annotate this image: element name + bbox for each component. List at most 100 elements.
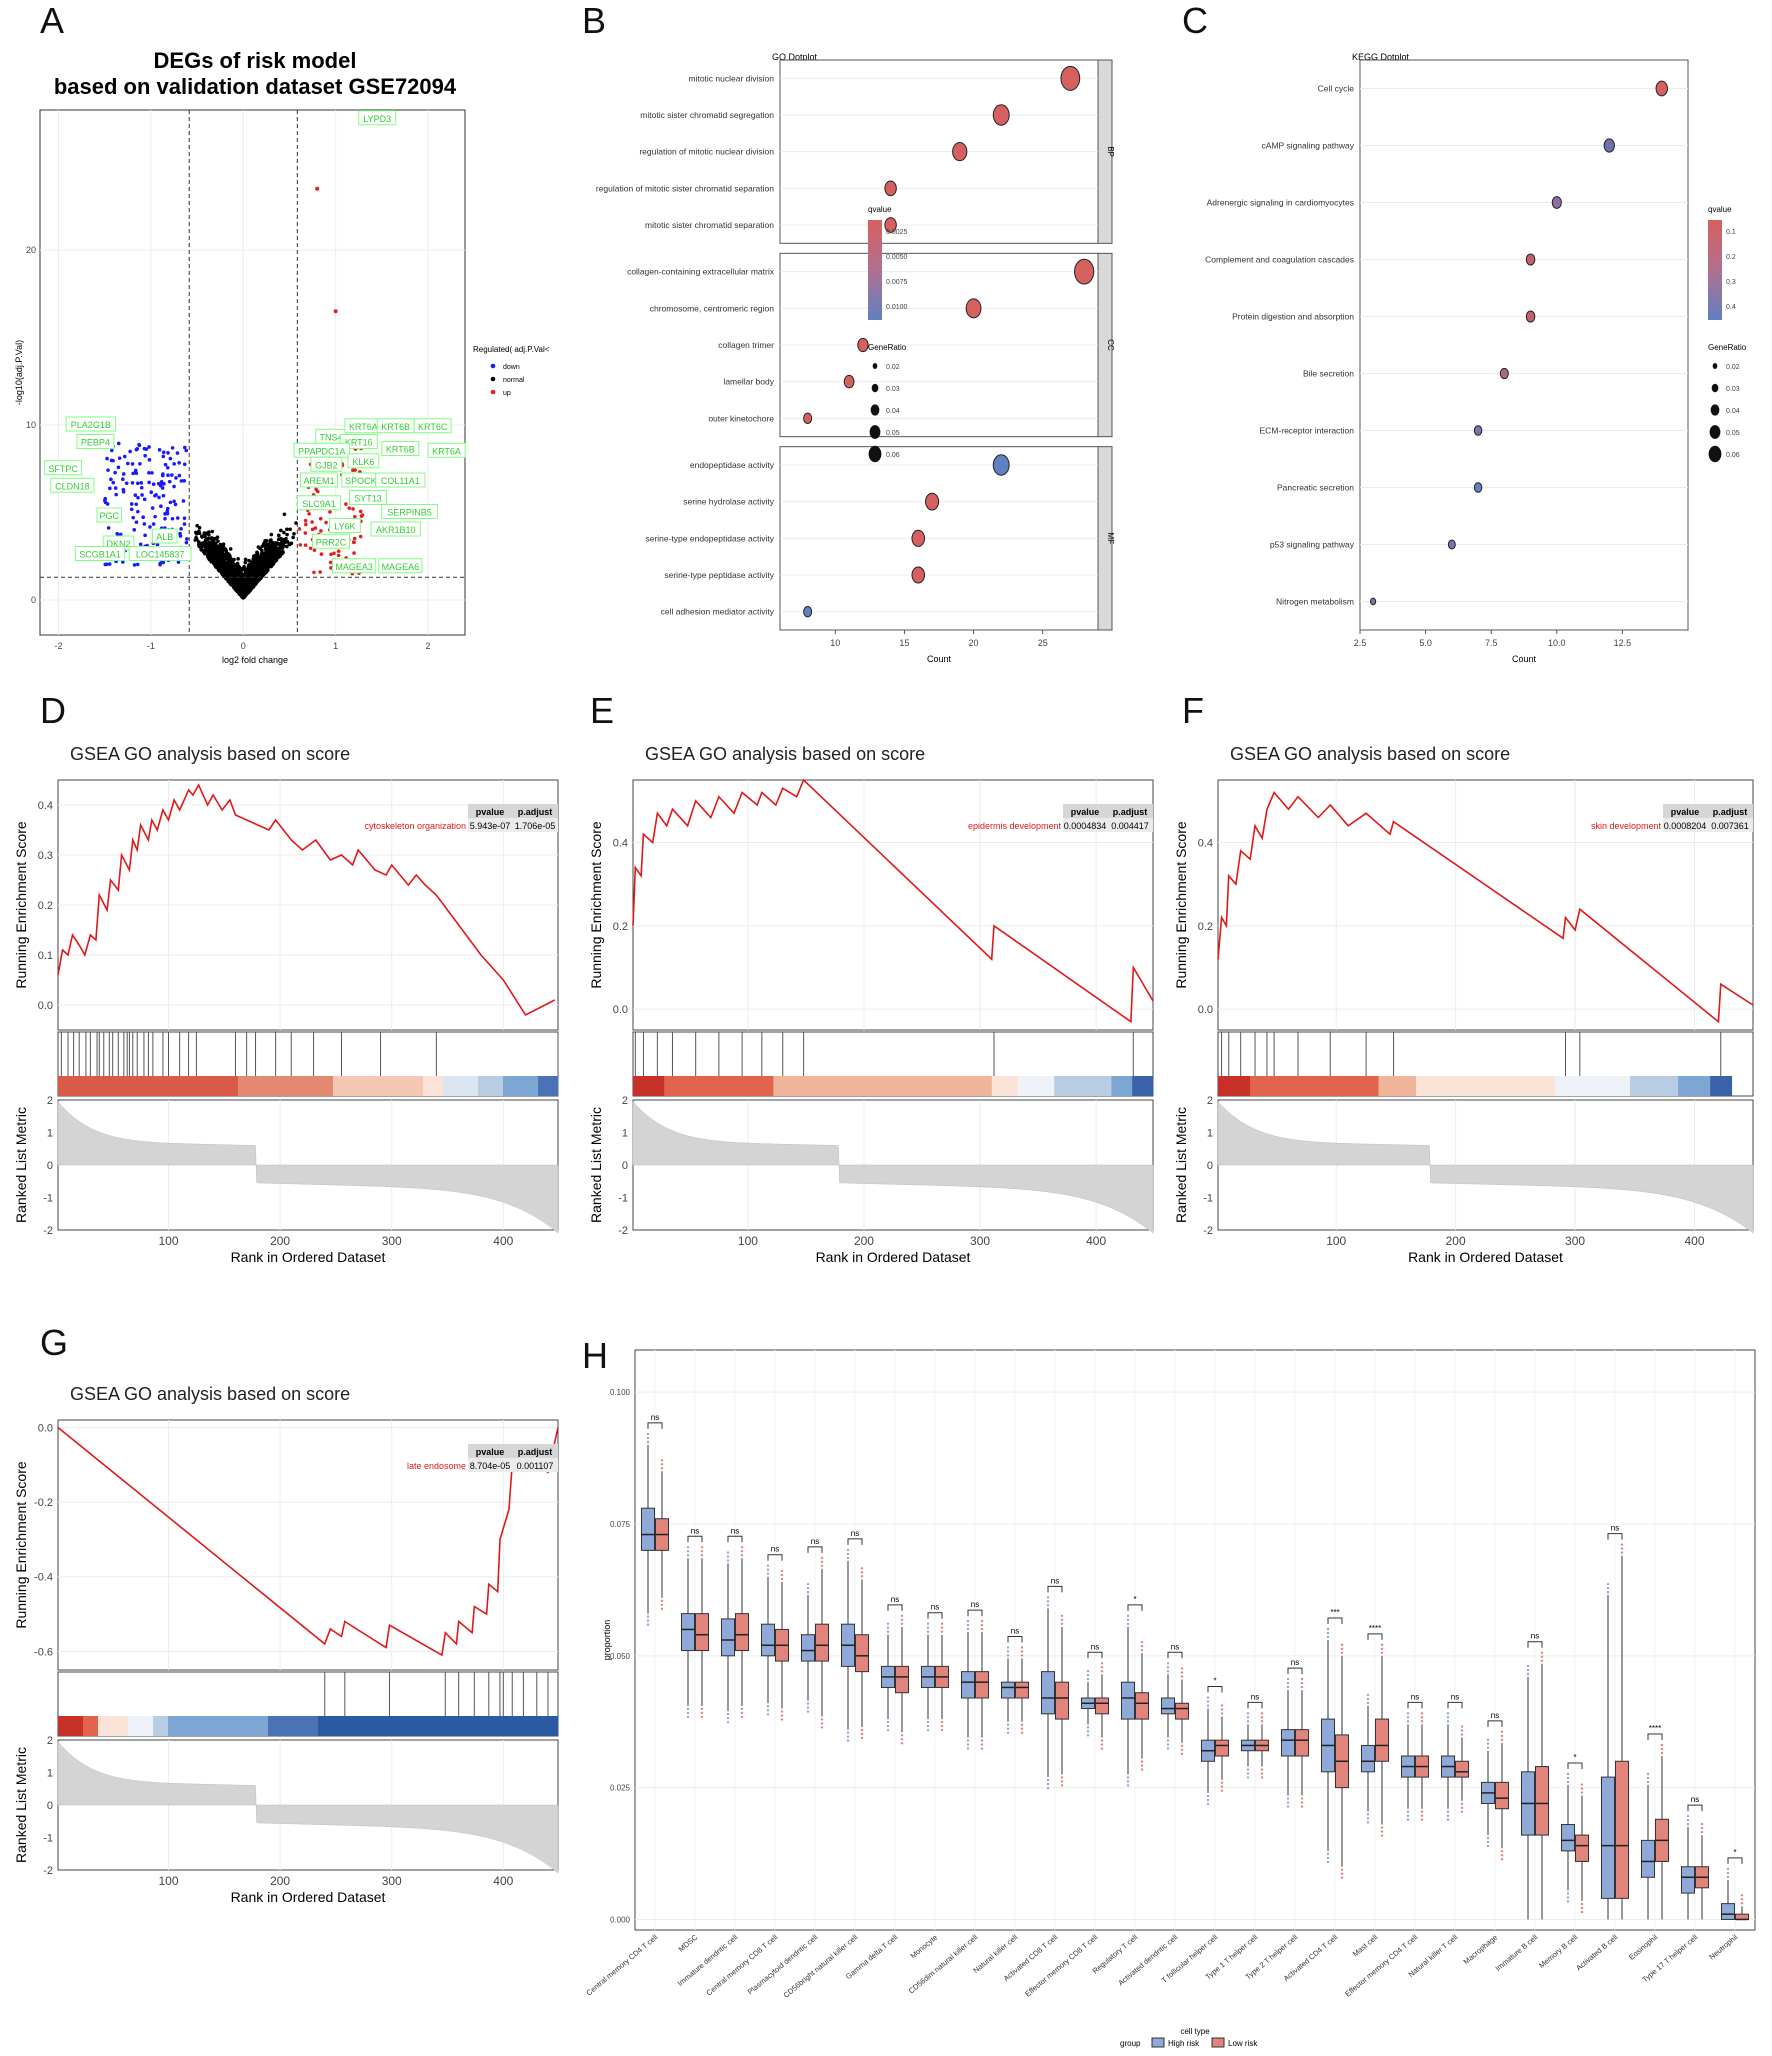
data-point <box>170 473 174 477</box>
color-legend-tick: 0.0075 <box>886 279 908 286</box>
outlier-point <box>1126 1614 1130 1618</box>
sig-label: ns <box>691 1526 699 1535</box>
outlier-point <box>1326 1635 1330 1639</box>
gene-label: KRT6C <box>418 422 448 432</box>
outlier-point <box>980 1743 984 1746</box>
data-point <box>251 566 256 570</box>
data-point <box>261 566 266 571</box>
panel-label-a: A <box>40 0 65 41</box>
term-dot <box>1525 310 1536 323</box>
outlier-point <box>806 1702 810 1705</box>
data-point <box>134 471 139 476</box>
box <box>1175 1702 1189 1720</box>
sig-bracket <box>1367 1633 1383 1640</box>
data-point <box>336 553 341 558</box>
outlier-point <box>1380 1830 1384 1833</box>
data-point <box>194 530 198 535</box>
sig-bracket <box>927 1612 943 1619</box>
data-point <box>236 557 240 561</box>
sig-label: ns <box>971 1600 979 1609</box>
outlier-point <box>700 1550 704 1553</box>
term-label: serine hydrolase activity <box>683 497 774 507</box>
data-point <box>254 558 259 562</box>
y-axis-label-2: Ranked List Metric <box>588 1107 604 1223</box>
outlier-point <box>780 1710 784 1713</box>
outlier-point <box>1060 1614 1064 1618</box>
data-point <box>358 509 363 514</box>
rank-heat-segment <box>1017 1076 1055 1096</box>
term-label: collagen-containing extracellular matrix <box>627 267 775 277</box>
outlier-point <box>1300 1685 1304 1689</box>
outlier-point <box>1260 1720 1264 1723</box>
size-legend-title: GeneRatio <box>1708 343 1747 352</box>
box <box>975 1671 989 1699</box>
outlier-point <box>660 1467 664 1470</box>
outlier-point <box>1406 1712 1410 1715</box>
outlier-point <box>766 1709 770 1712</box>
term-dot <box>1551 196 1562 209</box>
sig-label: **** <box>1649 1724 1661 1733</box>
data-point <box>175 516 180 520</box>
term-label: cell adhesion mediator activity <box>661 607 775 617</box>
facet-strip-label: BP <box>1106 146 1115 157</box>
data-point <box>160 473 165 478</box>
outlier-point <box>980 1623 984 1627</box>
term-dot <box>1525 253 1536 266</box>
data-point <box>353 468 357 472</box>
outlier-point <box>700 1711 704 1715</box>
data-point <box>242 564 246 569</box>
data-point <box>265 555 269 560</box>
chart-title: GSEA GO analysis based on score <box>70 744 350 764</box>
outlier-point <box>820 1556 824 1560</box>
table-header-bg <box>1063 804 1153 818</box>
outlier-point <box>980 1619 984 1623</box>
data-point <box>153 514 157 519</box>
outlier-point <box>1180 1675 1184 1678</box>
rank-heat-segment <box>1378 1076 1417 1096</box>
outlier-point <box>1180 1671 1184 1674</box>
rank-heat-segment <box>478 1076 504 1096</box>
term-dot <box>803 412 813 424</box>
legend-title: Regulated( adj.P.Val< <box>473 345 550 354</box>
term-label: Nitrogen metabolism <box>1276 597 1354 607</box>
gene-label: PGC <box>100 511 120 521</box>
data-point <box>203 551 207 556</box>
table-row-bg <box>1063 818 1153 832</box>
term-label: Cell cycle <box>1318 84 1355 94</box>
rank-heat-segment <box>633 1076 665 1096</box>
data-point <box>161 450 166 455</box>
gene-label: KLK6 <box>352 457 374 467</box>
gene-label: LOC145837 <box>136 550 185 560</box>
y-tick-label: 0 <box>1207 1160 1213 1172</box>
x-tick-label: Plasmacytoid dendritic cell <box>746 1932 820 1996</box>
outlier-point <box>1486 1742 1490 1745</box>
gene-label-box <box>300 472 339 488</box>
box <box>641 1507 655 1551</box>
gene-label-box <box>65 416 117 432</box>
data-point <box>214 536 219 541</box>
x-tick-label: CD56dim natural killer cell <box>907 1932 980 1995</box>
data-point <box>256 569 261 574</box>
outlier-point <box>1406 1810 1410 1813</box>
outlier-point <box>1100 1670 1104 1673</box>
data-point <box>151 522 156 526</box>
outlier-point <box>1420 1720 1424 1723</box>
data-point <box>243 557 248 562</box>
y-tick-label: 0.100 <box>610 1388 631 1397</box>
outlier-point <box>660 1599 664 1603</box>
outlier-point <box>646 1432 650 1436</box>
box <box>721 1618 735 1657</box>
sig-bracket <box>1447 1701 1463 1709</box>
chart-title: GSEA GO analysis based on score <box>70 1384 350 1404</box>
data-point <box>177 461 181 465</box>
data-point <box>251 584 255 589</box>
box <box>1361 1744 1375 1773</box>
outlier-point <box>1606 1586 1610 1590</box>
size-legend-dot <box>868 445 882 463</box>
data-point <box>263 563 267 568</box>
data-point <box>205 541 210 546</box>
facet-strip-label: CC <box>1106 339 1115 351</box>
outlier-point <box>1620 1547 1624 1550</box>
data-point <box>159 504 163 509</box>
data-point <box>184 540 189 545</box>
